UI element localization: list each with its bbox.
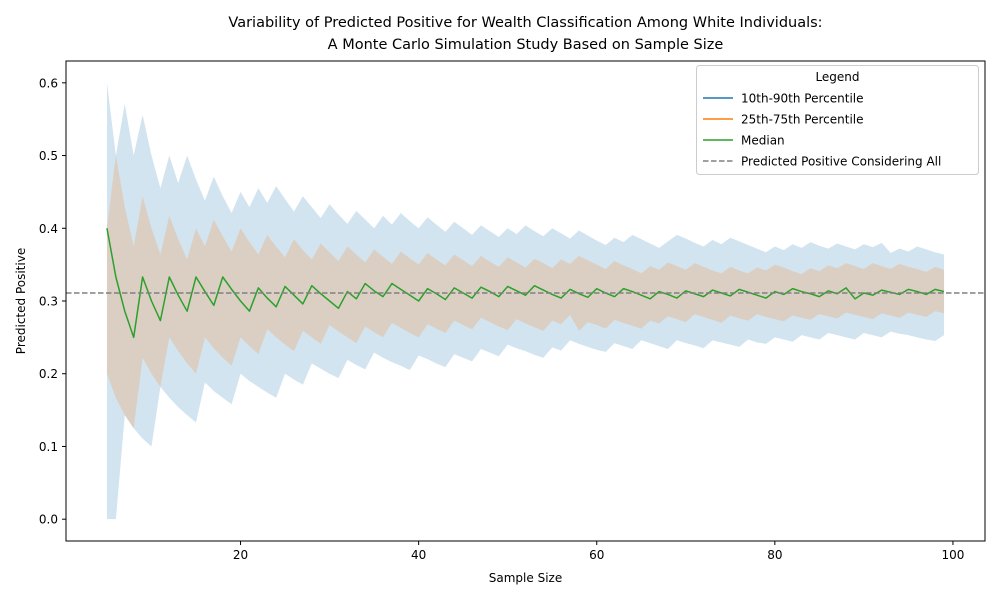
- x-tick-label: 20: [233, 548, 248, 562]
- legend: Legend 10th-90th Percentile 25th-75th Pe…: [696, 65, 979, 175]
- band-25-75-percentile: [106, 155, 945, 429]
- legend-label-median: Median: [741, 134, 785, 148]
- legend-label-10-90: 10th-90th Percentile: [741, 92, 864, 106]
- band-fills: [106, 82, 945, 520]
- y-tick-label: 0.4: [39, 222, 58, 236]
- y-tick-label: 0.0: [39, 513, 58, 527]
- band-10-90-percentile: [106, 82, 945, 520]
- chart-title-line-1: Variability of Predicted Positive for We…: [228, 15, 822, 31]
- series-lines: [66, 228, 985, 339]
- y-tick-label: 0.6: [39, 76, 58, 90]
- x-tick-label: 100: [941, 548, 964, 562]
- x-axis-label: Sample Size: [489, 571, 562, 585]
- legend-box: [696, 65, 979, 175]
- x-axis: 20 40 60 80 100: [233, 541, 964, 562]
- y-tick-label: 0.5: [39, 149, 58, 163]
- chart-title-line-2: A Monte Carlo Simulation Study Based on …: [328, 37, 724, 53]
- x-tick-label: 80: [767, 548, 782, 562]
- legend-title: Legend: [815, 70, 859, 84]
- y-axis: 0.0 0.1 0.2 0.3 0.4 0.5 0.6: [39, 76, 66, 527]
- y-tick-label: 0.1: [39, 440, 58, 454]
- x-tick-label: 40: [411, 548, 426, 562]
- legend-label-25-75: 25th-75th Percentile: [741, 113, 864, 127]
- x-tick-label: 60: [589, 548, 604, 562]
- y-axis-label: Predicted Positive: [14, 248, 28, 354]
- legend-label-reference: Predicted Positive Considering All: [741, 155, 941, 169]
- y-tick-label: 0.3: [39, 295, 58, 309]
- y-tick-label: 0.2: [39, 367, 58, 381]
